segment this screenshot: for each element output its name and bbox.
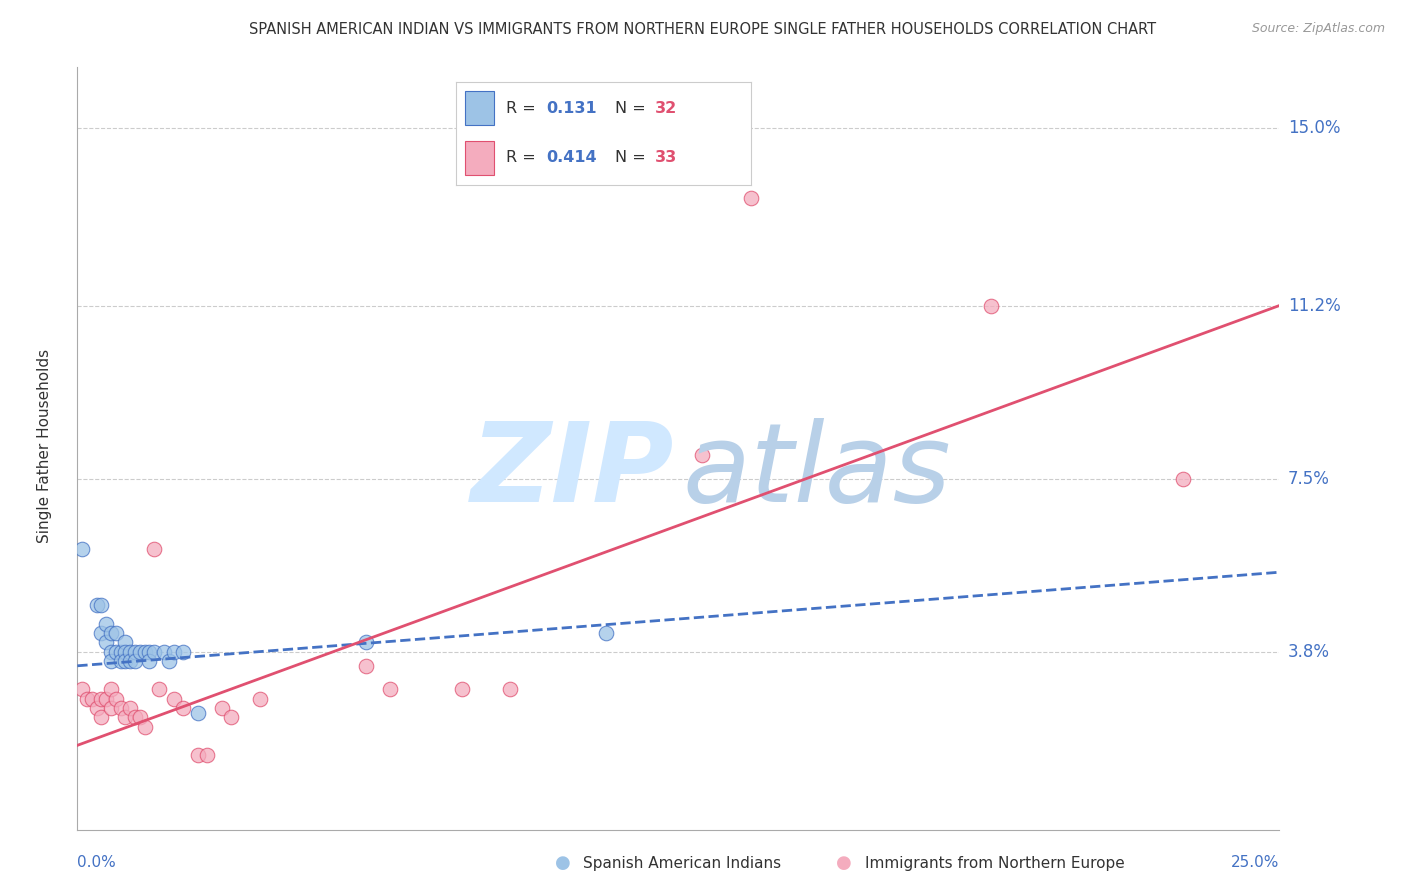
Point (692, 448, 714, 462)
Point (138, 645, 160, 659)
Point (70, 541, 93, 556)
Point (128, 710, 150, 724)
Text: SPANISH AMERICAN INDIAN VS IMMIGRANTS FROM NORTHERN EUROPE SINGLE FATHER HOUSEHO: SPANISH AMERICAN INDIAN VS IMMIGRANTS FR… (249, 22, 1157, 37)
Text: ZIP: ZIP (471, 417, 675, 524)
Text: ●: ● (835, 855, 852, 872)
Point (76, 691, 98, 706)
Point (110, 701, 132, 715)
Point (157, 654, 180, 668)
Point (100, 682, 122, 697)
Point (128, 645, 150, 659)
Point (354, 658, 377, 673)
Point (143, 541, 166, 556)
Point (96, 616, 118, 631)
Text: 0.0%: 0.0% (77, 855, 117, 870)
Text: Single Father Households: Single Father Households (38, 349, 52, 543)
Point (499, 682, 522, 697)
Point (100, 654, 122, 668)
Point (378, 682, 401, 697)
Point (595, 626, 617, 640)
Point (114, 635, 136, 649)
Point (143, 645, 166, 659)
Point (86, 701, 108, 715)
Point (186, 747, 209, 762)
Point (96, 691, 118, 706)
Point (195, 747, 218, 762)
Point (980, 299, 1002, 313)
Point (114, 654, 136, 668)
Point (104, 626, 127, 640)
Point (138, 654, 160, 668)
Text: 25.0%: 25.0% (1232, 855, 1279, 870)
Point (100, 645, 122, 659)
Point (354, 635, 377, 649)
Point (100, 701, 122, 715)
Text: Source: ZipAtlas.com: Source: ZipAtlas.com (1251, 22, 1385, 36)
Point (96, 635, 118, 649)
Point (134, 645, 156, 659)
Text: Immigrants from Northern Europe: Immigrants from Northern Europe (865, 856, 1125, 871)
Point (86, 598, 108, 612)
Point (90, 710, 112, 724)
Text: 11.2%: 11.2% (1288, 296, 1340, 315)
Point (219, 710, 242, 724)
Point (134, 720, 156, 734)
Point (90, 626, 112, 640)
Text: ●: ● (554, 855, 571, 872)
Point (80, 691, 103, 706)
Text: 7.5%: 7.5% (1288, 470, 1330, 488)
Point (120, 701, 142, 715)
Point (124, 645, 146, 659)
Text: 3.8%: 3.8% (1288, 643, 1330, 661)
Text: Spanish American Indians: Spanish American Indians (583, 856, 782, 871)
Point (120, 645, 142, 659)
Point (162, 645, 184, 659)
Point (124, 710, 146, 724)
Point (124, 654, 146, 668)
Point (249, 691, 271, 706)
Point (104, 645, 127, 659)
Point (114, 645, 136, 659)
Point (740, 191, 762, 205)
Point (120, 654, 142, 668)
Point (90, 598, 112, 612)
Point (104, 691, 127, 706)
Text: 15.0%: 15.0% (1288, 119, 1340, 136)
Point (451, 682, 474, 697)
Point (211, 701, 233, 715)
Text: atlas: atlas (682, 417, 950, 524)
Point (148, 682, 170, 697)
Point (162, 691, 184, 706)
Point (153, 645, 176, 659)
Point (100, 626, 122, 640)
Point (110, 645, 132, 659)
Point (90, 691, 112, 706)
Point (172, 701, 194, 715)
Point (70, 682, 93, 697)
Point (114, 710, 136, 724)
Point (186, 706, 209, 720)
Point (172, 645, 194, 659)
Point (110, 654, 132, 668)
Point (1173, 472, 1195, 486)
